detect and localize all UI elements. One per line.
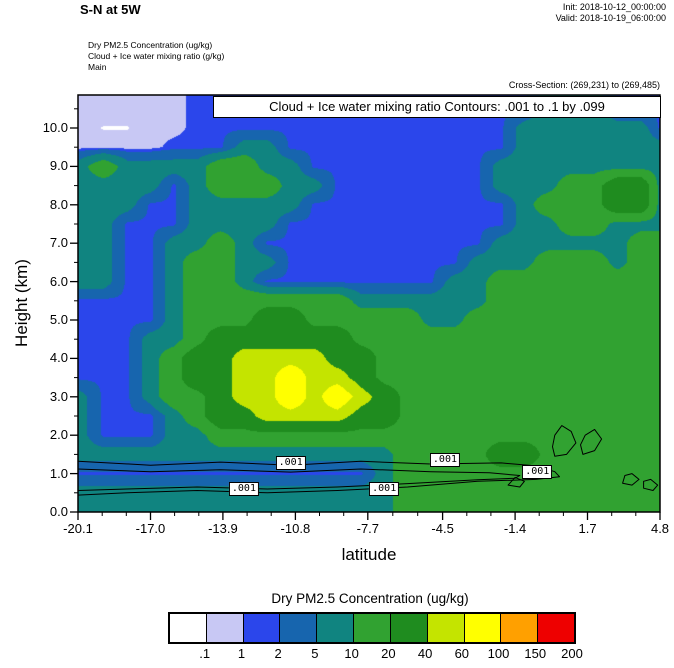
y-tick-label: 0.0 (49, 504, 68, 519)
y-tick-label: 5.0 (49, 312, 68, 327)
valid-time-label: Valid: 2018-10-19_06:00:00 (555, 13, 666, 23)
x-tick-label: -10.8 (280, 521, 311, 536)
x-axis-title: latitude (341, 545, 397, 564)
field-list: Dry PM2.5 Concentration (ug/kg) Cloud + … (88, 40, 224, 73)
colorbar-tick-label: 5 (311, 646, 319, 661)
colorbar-cell (280, 614, 318, 642)
colorbar-title: Dry PM2.5 Concentration (ug/kg) (271, 591, 469, 606)
colorbar-cell (317, 614, 355, 642)
colorbar-cell (390, 614, 428, 642)
colorbar-tick-label: 200 (561, 646, 583, 661)
x-tick-label: -17.0 (135, 521, 166, 536)
x-tick-label: -20.1 (63, 521, 93, 536)
y-tick-label: 9.0 (49, 158, 68, 174)
field-label-domain: Main (88, 62, 107, 72)
y-tick-label: 6.0 (49, 273, 68, 289)
colorbar-tick-label: 40 (417, 646, 433, 661)
colorbar-cell (243, 614, 281, 642)
y-tick-label: 2.0 (49, 427, 68, 443)
colorbar-cell (501, 614, 539, 642)
colorbar-tick-label: 100 (487, 646, 510, 661)
y-tick-label: 10.0 (42, 120, 68, 136)
contour-fill-canvas (78, 95, 660, 512)
colorbar-tick-label: 60 (454, 646, 470, 661)
colorbar-tick-label: 2 (274, 646, 282, 661)
y-tick-label: 7.0 (49, 235, 68, 251)
y-tick-label: 4.0 (49, 350, 68, 366)
contour-info-box: Cloud + Ice water mixing ratio Contours:… (213, 96, 661, 118)
page-title: S-N at 5W (80, 2, 141, 17)
colorbar-cell (354, 614, 391, 642)
y-tick-label: 1.0 (49, 465, 68, 481)
x-tick-label: -13.9 (208, 521, 238, 536)
field-label-pm25: Dry PM2.5 Concentration (ug/kg) (88, 40, 213, 50)
colorbar-tick-label: 1 (237, 646, 246, 661)
x-tick-label: -7.7 (356, 521, 380, 536)
colorbar-cell (427, 614, 465, 642)
colorbar-cell (538, 614, 574, 642)
run-times: Init: 2018-10-12_00:00:00 Valid: 2018-10… (556, 2, 666, 24)
y-axis-title: Height (km) (12, 259, 31, 347)
x-tick-label: -4.5 (431, 521, 454, 536)
y-tick-label: 3.0 (49, 388, 68, 404)
x-tick-label: 1.7 (578, 521, 597, 536)
cross-section-label: Cross-Section: (269,231) to (269,485) (508, 80, 660, 90)
colorbar-cell (464, 614, 502, 642)
colorbar-cell (170, 614, 207, 642)
colorbar-tick-label: .1 (199, 646, 211, 661)
colorbar-cell (206, 614, 244, 642)
init-time-label: Init: 2018-10-12_00:00:00 (562, 2, 666, 12)
colorbar-tick-label: 10 (344, 646, 359, 661)
colorbar-tick-label: 20 (381, 646, 396, 661)
x-tick-label: 4.8 (650, 521, 670, 536)
x-tick-label: -1.4 (503, 521, 527, 536)
colorbar (168, 612, 576, 644)
y-tick-label: 8.0 (49, 196, 68, 212)
colorbar-tick-label: 150 (524, 646, 547, 661)
field-label-cloudice: Cloud + Ice water mixing ratio (g/kg) (88, 51, 225, 61)
